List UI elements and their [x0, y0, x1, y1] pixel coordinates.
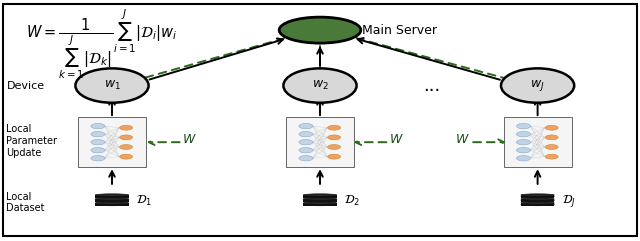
Circle shape [91, 156, 105, 161]
Circle shape [516, 147, 531, 153]
Circle shape [91, 147, 105, 153]
Ellipse shape [521, 202, 554, 204]
Circle shape [545, 135, 558, 140]
Bar [95, 195, 129, 198]
Circle shape [299, 147, 313, 153]
Ellipse shape [521, 194, 554, 196]
FancyBboxPatch shape [286, 117, 354, 167]
Bar [95, 203, 129, 206]
Ellipse shape [303, 198, 337, 200]
Circle shape [516, 156, 531, 161]
Circle shape [328, 145, 340, 149]
Ellipse shape [284, 68, 356, 103]
Ellipse shape [95, 194, 129, 196]
Text: $W=\dfrac{1}{\sum_{k=1}^{J}|\mathcal{D}_k|}\sum_{i=1}^{J}|\mathcal{D}_i|w_i$: $W=\dfrac{1}{\sum_{k=1}^{J}|\mathcal{D}_… [26, 7, 177, 81]
Text: $w_2$: $w_2$ [312, 79, 328, 92]
Circle shape [328, 154, 340, 159]
Circle shape [120, 135, 132, 140]
Ellipse shape [521, 199, 554, 202]
Circle shape [120, 145, 132, 149]
FancyBboxPatch shape [78, 117, 146, 167]
Bar [521, 199, 554, 202]
Ellipse shape [303, 199, 337, 202]
Text: $\mathcal{D}_2$: $\mathcal{D}_2$ [344, 194, 360, 208]
Ellipse shape [521, 203, 554, 206]
Ellipse shape [303, 195, 337, 198]
Ellipse shape [279, 17, 361, 43]
Circle shape [516, 123, 531, 129]
Circle shape [516, 132, 531, 137]
Bar [303, 203, 337, 206]
Ellipse shape [303, 203, 337, 206]
Ellipse shape [95, 199, 129, 202]
Circle shape [299, 140, 313, 145]
Circle shape [91, 132, 105, 137]
Circle shape [545, 154, 558, 159]
Bar [303, 199, 337, 202]
Circle shape [120, 125, 132, 130]
Text: W: W [456, 133, 468, 146]
Ellipse shape [303, 194, 337, 196]
FancyBboxPatch shape [504, 117, 572, 167]
Text: W: W [389, 133, 402, 146]
Ellipse shape [95, 198, 129, 200]
Text: $w_1$: $w_1$ [104, 79, 120, 92]
Circle shape [91, 123, 105, 129]
Circle shape [328, 125, 340, 130]
Circle shape [299, 132, 313, 137]
Text: Local
Dataset: Local Dataset [6, 192, 45, 213]
Circle shape [299, 123, 313, 129]
Ellipse shape [521, 198, 554, 200]
Circle shape [120, 154, 132, 159]
Circle shape [91, 140, 105, 145]
Text: $\mathcal{D}_1$: $\mathcal{D}_1$ [136, 194, 152, 208]
Ellipse shape [95, 202, 129, 204]
Bar [303, 195, 337, 198]
Text: Local
Parameter
Update: Local Parameter Update [6, 124, 58, 158]
Text: W: W [182, 133, 195, 146]
Text: $w_J$: $w_J$ [531, 78, 545, 93]
Ellipse shape [501, 68, 574, 103]
Text: Main Server: Main Server [362, 24, 436, 37]
Circle shape [299, 156, 313, 161]
Circle shape [545, 145, 558, 149]
Ellipse shape [303, 202, 337, 204]
Ellipse shape [95, 203, 129, 206]
Ellipse shape [76, 68, 148, 103]
Circle shape [328, 135, 340, 140]
Bar [521, 203, 554, 206]
Bar [95, 199, 129, 202]
Ellipse shape [521, 195, 554, 198]
Circle shape [545, 125, 558, 130]
Text: ...: ... [424, 77, 440, 94]
Circle shape [516, 140, 531, 145]
Ellipse shape [95, 195, 129, 198]
Text: Device: Device [6, 80, 45, 91]
Text: $\mathcal{D}_J$: $\mathcal{D}_J$ [562, 193, 575, 209]
Bar [521, 195, 554, 198]
